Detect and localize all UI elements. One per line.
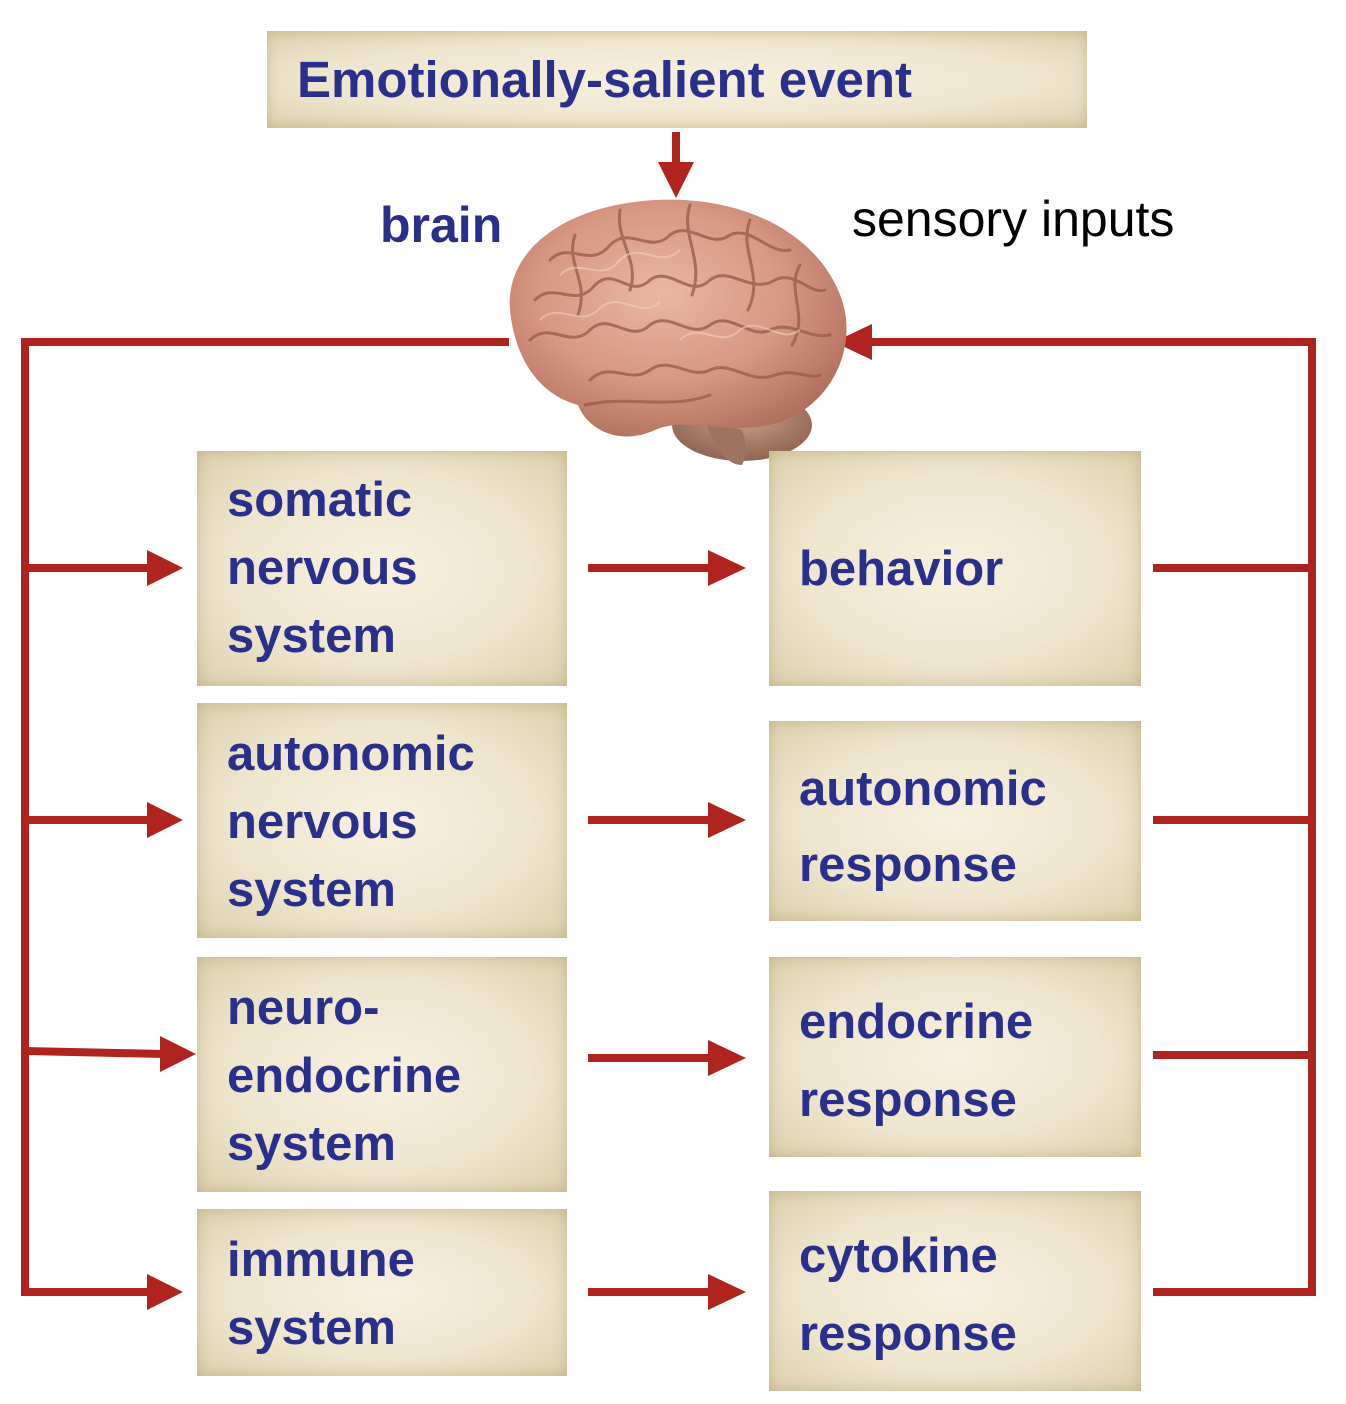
arrowhead-autonomic: [147, 802, 183, 838]
behavior-box: behavior: [769, 451, 1141, 686]
branch-to-neuroendocrine: [20, 1046, 170, 1059]
cytokine-response-box: cytokine response: [769, 1191, 1141, 1391]
endocrine-response-box: endocrine response: [769, 957, 1141, 1157]
arrowhead-immune: [147, 1274, 183, 1310]
brain-icon: [509, 199, 847, 465]
neuroendocrine-system-box: neuro- endocrine system: [197, 957, 567, 1192]
arrowhead-neuroendocrine: [160, 1036, 196, 1072]
event-box: Emotionally-salient event: [267, 31, 1087, 128]
autonomic-nervous-system-box: autonomic nervous system: [197, 703, 567, 938]
arrowhead-brain: [658, 162, 694, 198]
arrowhead-somatic: [147, 550, 183, 586]
sensory-inputs-label: sensory inputs: [852, 191, 1175, 247]
somatic-nervous-system-box: somatic nervous system: [197, 451, 567, 686]
arrowhead-autonomic-response: [708, 802, 746, 838]
left-bus-line: [21, 338, 509, 1296]
arrowhead-cytokine-response: [708, 1274, 746, 1310]
arrowhead-behavior: [708, 550, 746, 586]
autonomic-response-box: autonomic response: [769, 721, 1141, 921]
brain-label: brain: [380, 197, 503, 253]
immune-system-box: immune system: [197, 1209, 567, 1376]
arrowhead-sensory-input: [834, 324, 872, 360]
arrowhead-endocrine-response: [708, 1040, 746, 1076]
